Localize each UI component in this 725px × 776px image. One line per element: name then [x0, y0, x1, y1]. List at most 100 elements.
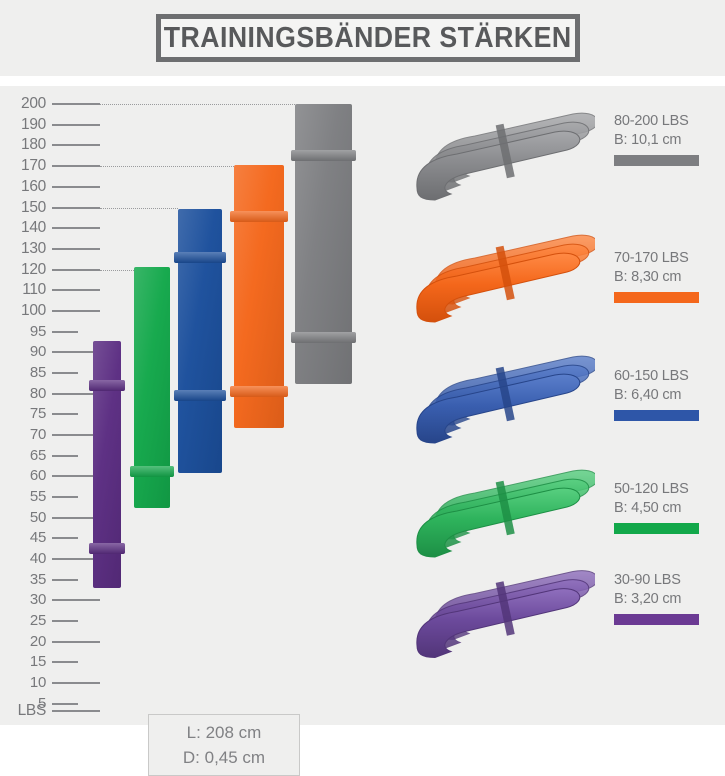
- scale-tick-mark: [52, 455, 78, 457]
- legend-color-swatch: [614, 614, 699, 625]
- scale-guide-line: [100, 104, 295, 105]
- band-clip: [174, 252, 226, 263]
- scale-tick-label: 95: [29, 323, 46, 340]
- legend-range-label: 50-120 LBS: [614, 481, 689, 497]
- scale-tick-label: 75: [29, 405, 46, 422]
- band-clip: [89, 380, 125, 391]
- band-photo-blue: [405, 353, 595, 473]
- scale-tick-mark: [52, 475, 100, 477]
- band-clip: [230, 386, 288, 397]
- scale-guide-line: [100, 270, 134, 271]
- scale-tick-mark: [52, 703, 78, 705]
- scale-tick-label: 70: [29, 426, 46, 443]
- legend-blue: 60-150 LBS B: 6,40 cm: [614, 367, 722, 421]
- blue-band-bar: [174, 209, 226, 473]
- header-divider: [0, 76, 725, 86]
- scale-tick-label: 20: [29, 633, 46, 650]
- legend-range-label: 60-150 LBS: [614, 368, 689, 384]
- scale-tick-label: 30: [29, 591, 46, 608]
- scale-tick-mark: [52, 537, 78, 539]
- scale-tick-mark: [52, 579, 78, 581]
- scale-tick-label: 25: [29, 612, 46, 629]
- legend-width-label: B: 8,30 cm: [614, 269, 682, 285]
- scale-tick-mark: [52, 393, 100, 395]
- band-clip: [130, 466, 174, 477]
- scale-tick-mark: [52, 103, 100, 105]
- purple-band-bar: [89, 341, 125, 588]
- orange-band-bar: [230, 165, 288, 428]
- scale-tick-mark: [52, 682, 100, 684]
- scale-tick-mark: [52, 144, 100, 146]
- scale-tick-mark: [52, 124, 100, 126]
- scale-tick-mark: [52, 558, 100, 560]
- scale-tick-mark: [52, 289, 100, 291]
- scale-tick-label: 190: [21, 116, 46, 133]
- scale-tick-mark: [52, 710, 100, 712]
- scale-tick-label: 5: [37, 695, 46, 712]
- legend-range-label: 70-170 LBS: [614, 250, 689, 266]
- bar-sheen: [178, 209, 222, 473]
- scale-tick-mark: [52, 496, 78, 498]
- scale-tick-mark: [52, 248, 100, 250]
- band-clip: [291, 150, 356, 161]
- legend-color-swatch: [614, 410, 699, 421]
- scale-tick-mark: [52, 310, 100, 312]
- scale-tick-label: 110: [22, 281, 46, 298]
- scale-tick-mark: [52, 661, 78, 663]
- scale-tick-label: 40: [29, 550, 46, 567]
- scale-tick-label: 90: [29, 343, 46, 360]
- scale-tick-mark: [52, 227, 100, 229]
- scale-tick-label: 130: [21, 240, 46, 257]
- scale-guide-line: [100, 166, 234, 167]
- legend-width-label: B: 4,50 cm: [614, 500, 682, 516]
- scale-tick-label: 160: [21, 178, 46, 195]
- scale-tick-mark: [52, 269, 100, 271]
- band-photo-gray: [405, 110, 595, 230]
- scale-tick-mark: [52, 620, 78, 622]
- scale-tick-mark: [52, 165, 100, 167]
- band-diameter-label: D: 0,45 cm: [182, 748, 266, 767]
- legend-purple: 30-90 LBS B: 3,20 cm: [614, 571, 722, 625]
- band-clip: [230, 211, 288, 222]
- legend-color-swatch: [614, 155, 699, 166]
- title-box: TRAININGSBÄNDER STÄRKEN: [156, 14, 580, 62]
- legend-color-swatch: [614, 292, 699, 303]
- scale-tick-label: 35: [29, 571, 46, 588]
- scale-tick-label: 45: [29, 529, 46, 546]
- scale-tick-mark: [52, 372, 78, 374]
- scale-tick-label: 180: [21, 136, 46, 153]
- band-clip: [89, 543, 125, 554]
- bar-sheen: [234, 165, 284, 428]
- scale-tick-label: LBS: [17, 702, 47, 719]
- scale-tick-label: 15: [29, 653, 46, 670]
- green-band-bar: [130, 267, 174, 508]
- band-photo-orange: [405, 232, 595, 352]
- scale-tick-label: 60: [29, 467, 46, 484]
- legend-green: 50-120 LBS B: 4,50 cm: [614, 480, 722, 534]
- legend-range-label: 80-200 LBS: [614, 113, 689, 129]
- scale-tick-mark: [52, 207, 100, 209]
- scale-tick-label: 170: [21, 157, 46, 174]
- legend-width-label: B: 6,40 cm: [614, 387, 682, 403]
- legend-range-label: 30-90 LBS: [614, 572, 681, 588]
- scale-tick-label: 50: [29, 509, 46, 526]
- scale-tick-mark: [52, 413, 78, 415]
- gray-band-bar: [291, 104, 356, 384]
- legend-orange: 70-170 LBS B: 8,30 cm: [614, 249, 722, 303]
- legend-gray: 80-200 LBS B: 10,1 cm: [614, 112, 722, 166]
- scale-tick-label: 140: [21, 219, 46, 236]
- band-photo-purple: [405, 565, 595, 690]
- scale-tick-label: 85: [29, 364, 46, 381]
- band-clip: [174, 390, 226, 401]
- scale-guide-line: [100, 208, 178, 209]
- scale-tick-label: 65: [29, 447, 46, 464]
- band-length-label: L: 208 cm: [186, 723, 262, 742]
- header-bar: TRAININGSBÄNDER STÄRKEN: [0, 0, 725, 76]
- scale-tick-label: 10: [29, 674, 46, 691]
- scale-tick-label: 200: [21, 95, 46, 112]
- main-stage: 200 190 180 170 160 150 140 130 120 110 100 95 90 85 8…: [0, 86, 725, 776]
- legend-width-label: B: 3,20 cm: [614, 591, 682, 607]
- legend-color-swatch: [614, 523, 699, 534]
- scale-tick-label: 150: [21, 199, 46, 216]
- band-clip: [291, 332, 356, 343]
